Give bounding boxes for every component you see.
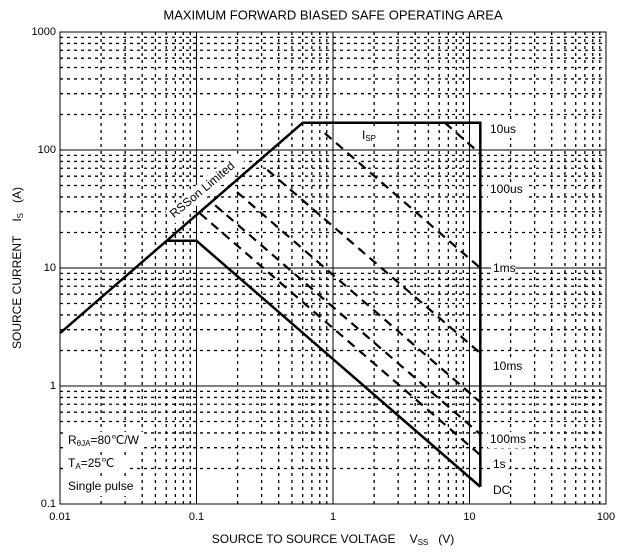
x-tick-label: 1 [330, 511, 336, 523]
annotation-sub: SP [365, 134, 376, 143]
y-label-symbol: I [10, 218, 24, 221]
note-text: T [68, 456, 76, 470]
y-tick-label: 100 [38, 144, 56, 156]
series-line [59, 121, 482, 487]
annotation: ISP [362, 128, 376, 143]
x-axis-label: SOURCE TO SOURCE VOLTAGE VSS (V) [212, 532, 455, 547]
series-label: 1s [493, 457, 506, 471]
series-label-group: 10ms [491, 359, 522, 375]
note-sub: A [75, 462, 81, 471]
series-label-group: DC [491, 483, 511, 499]
annotation-group: ISP [360, 128, 386, 144]
x-tick-label: 10 [463, 511, 475, 523]
series-label: 1ms [493, 261, 516, 275]
y-tick-label: 0.1 [41, 498, 56, 510]
series-label-group: 100us [488, 182, 526, 198]
chart-title: MAXIMUM FORWARD BIASED SAFE OPERATING AR… [163, 7, 503, 22]
note-text: Single pulse [68, 479, 134, 493]
label-background [491, 261, 516, 277]
x-label-text: SOURCE TO SOURCE VOLTAGE [212, 532, 396, 546]
y-label-sub: S [16, 213, 25, 218]
y-tick-label: 10 [44, 262, 56, 274]
series-line [236, 191, 482, 403]
label-background [66, 455, 128, 473]
series-label-group: 1s [491, 457, 509, 473]
y-label-unit: (A) [10, 187, 24, 203]
y-tick-label: 1000 [32, 26, 56, 38]
label-background [165, 151, 247, 224]
label-background [488, 432, 526, 448]
x-tick-label: 100 [597, 511, 615, 523]
label-background [66, 478, 136, 496]
x-tick-label: 0.1 [189, 511, 204, 523]
plot-frame [59, 31, 607, 505]
series-line [444, 121, 482, 155]
note-sub: θJA [77, 439, 91, 448]
series-label: 10ms [493, 359, 522, 373]
label-background [66, 432, 144, 450]
series-label: 100ms [490, 432, 526, 446]
label-background [491, 483, 509, 499]
y-tick-label: 1 [50, 380, 56, 392]
series-line [199, 212, 482, 456]
note: Single pulse [68, 479, 134, 493]
note-text: R [68, 433, 77, 447]
annotation-text: I [362, 128, 365, 142]
label-background [488, 182, 526, 198]
note-rest: =80℃/W [90, 433, 139, 447]
series-label: 100us [490, 182, 523, 196]
series-label-group: 10us [488, 122, 520, 138]
label-background [360, 128, 386, 144]
x-label-sub: SS [418, 538, 429, 547]
series-line [324, 132, 482, 269]
label-background [488, 122, 520, 138]
y-label-text: SOURCE CURRENT [10, 235, 24, 349]
note: TA=25℃ [68, 456, 115, 471]
label-background [491, 359, 523, 375]
series-line [166, 239, 482, 488]
series-label-group: 100ms [488, 432, 526, 448]
series-label: DC [493, 483, 511, 497]
x-label-symbol: V [410, 532, 418, 546]
y-axis-label: SOURCE CURRENT IS (A) [10, 187, 25, 349]
note-rest: =25℃ [81, 456, 115, 470]
series-label: 10us [490, 122, 516, 136]
series-line [266, 168, 482, 354]
series-line [214, 204, 482, 436]
label-background [491, 457, 509, 473]
note: RθJA=80℃/W [68, 433, 140, 448]
x-label-unit: (V) [438, 532, 454, 546]
x-tick-label: 0.01 [49, 511, 70, 523]
series-label-group: 1ms [491, 261, 516, 277]
